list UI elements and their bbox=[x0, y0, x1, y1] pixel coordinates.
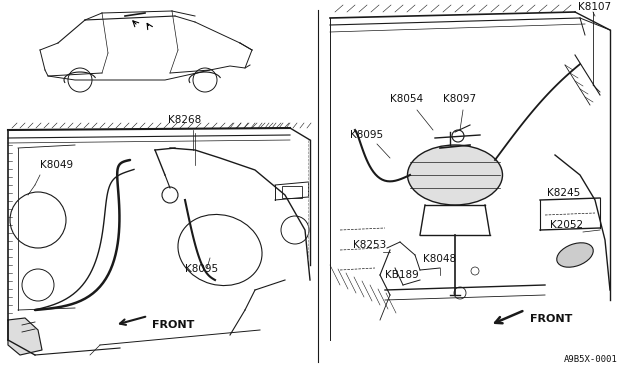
Ellipse shape bbox=[408, 145, 502, 205]
Text: FRONT: FRONT bbox=[152, 320, 195, 330]
Text: K8095: K8095 bbox=[350, 130, 383, 140]
Text: K8095: K8095 bbox=[185, 264, 218, 274]
Text: A9B5X-0001: A9B5X-0001 bbox=[564, 355, 618, 364]
Text: K8107: K8107 bbox=[578, 2, 611, 12]
Text: K8268: K8268 bbox=[168, 115, 201, 125]
Text: K8245: K8245 bbox=[547, 188, 580, 198]
Text: K8048: K8048 bbox=[423, 254, 456, 264]
Text: K8054: K8054 bbox=[390, 94, 423, 104]
Text: K8097: K8097 bbox=[443, 94, 476, 104]
Ellipse shape bbox=[557, 243, 593, 267]
Text: FRONT: FRONT bbox=[530, 314, 572, 324]
Text: K8049: K8049 bbox=[40, 160, 73, 170]
Text: K2052: K2052 bbox=[550, 220, 583, 230]
Text: KB189: KB189 bbox=[385, 270, 419, 280]
Text: K8253: K8253 bbox=[353, 240, 387, 250]
Polygon shape bbox=[8, 318, 42, 355]
